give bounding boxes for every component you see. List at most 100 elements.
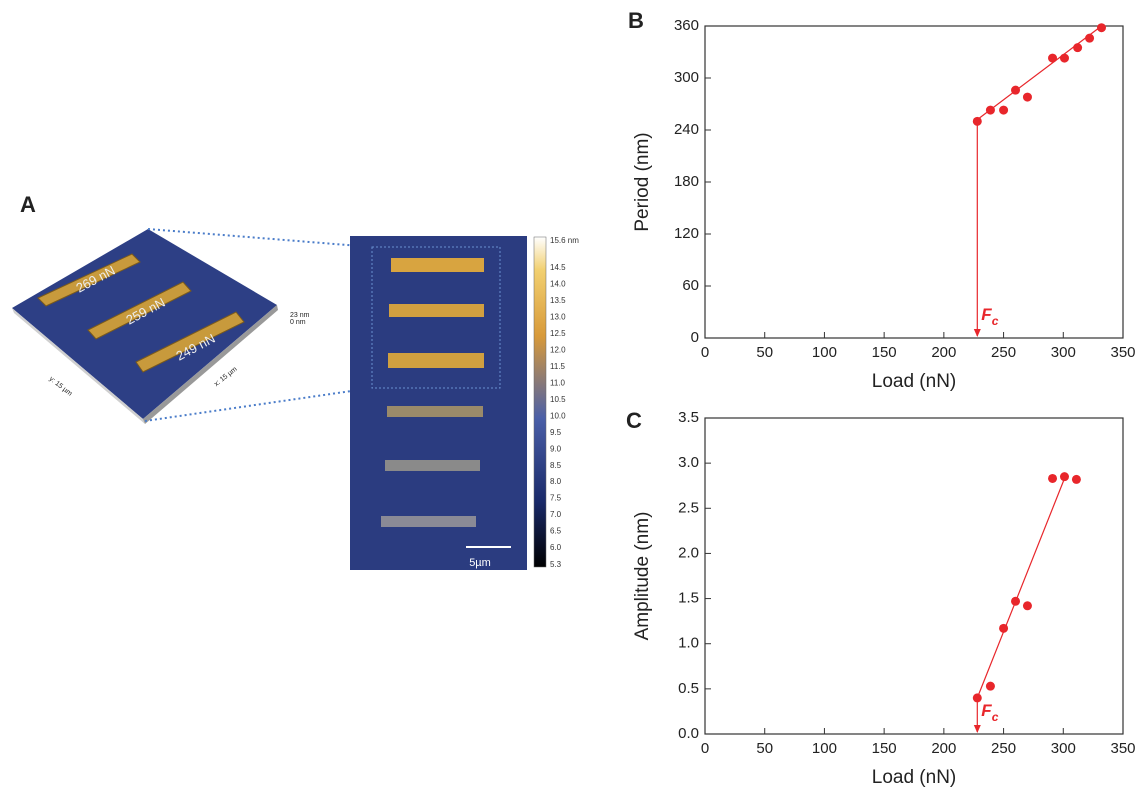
data-point bbox=[1011, 596, 1021, 606]
colorbar-label: 7.5 bbox=[550, 494, 562, 503]
data-point bbox=[1022, 601, 1032, 611]
chart: C 0 50 100 150 200 250 300 350 0.0 0.5 1.0 1.5 2.0 2.5… bbox=[626, 408, 1136, 788]
x-tick-label: 0 bbox=[701, 344, 709, 361]
colorbar-label: 7.0 bbox=[550, 510, 562, 519]
x-tick-label: 200 bbox=[931, 344, 956, 361]
annotation-sub: c bbox=[992, 314, 999, 328]
y-tick-label: 360 bbox=[674, 17, 699, 34]
x-tick-label: 100 bbox=[812, 740, 837, 757]
y-tick-label: 180 bbox=[674, 173, 699, 190]
colorbar-label: 13.0 bbox=[550, 313, 566, 322]
x-axis-label: Load (nN) bbox=[872, 371, 957, 392]
plot-frame bbox=[704, 25, 1124, 339]
panel-label: B bbox=[628, 8, 644, 33]
x-axis-label: Load (nN) bbox=[872, 767, 957, 788]
colorbar-label: 9.5 bbox=[550, 428, 562, 437]
annotation-main: F bbox=[981, 305, 992, 324]
x-tick-label: 200 bbox=[931, 740, 956, 757]
colorbar-label: 10.0 bbox=[550, 411, 566, 420]
x-tick-label: 50 bbox=[756, 740, 773, 757]
y-tick-label: 0 bbox=[691, 329, 699, 346]
afm-3d-edge bbox=[143, 305, 278, 424]
x-tick-label: 250 bbox=[991, 344, 1016, 361]
x-tick-label: 0 bbox=[701, 740, 709, 757]
chart: B 0 50 100 150 200 250 300 350 0 60 120 180 240 300 360… bbox=[628, 8, 1136, 392]
data-point bbox=[1022, 92, 1032, 102]
data-point bbox=[1085, 33, 1095, 43]
scale-bar-label: 5µm bbox=[469, 557, 491, 569]
afm-2d-image bbox=[350, 236, 527, 570]
y-tick-label: 1.0 bbox=[678, 635, 699, 652]
panel-label: A bbox=[20, 192, 36, 217]
annotation: Fc bbox=[981, 701, 998, 724]
fit-line bbox=[976, 478, 1066, 699]
colorbar-label: 11.0 bbox=[550, 378, 566, 387]
colorbar bbox=[533, 236, 547, 568]
data-point bbox=[1071, 474, 1081, 484]
y-extent-label: y: 15 µm bbox=[48, 376, 74, 398]
data-point bbox=[972, 693, 982, 703]
x-extent-label: x: 15 µm bbox=[213, 366, 239, 388]
colorbar-label: 10.5 bbox=[550, 395, 566, 404]
colorbar-label: 12.0 bbox=[550, 345, 566, 354]
colorbar-label: 5.3 bbox=[550, 560, 562, 569]
arrow-head bbox=[973, 329, 981, 337]
y-tick-label: 2.5 bbox=[678, 499, 699, 516]
zoom-line bbox=[147, 228, 373, 248]
colorbar-label: 8.5 bbox=[550, 461, 562, 470]
data-point bbox=[1048, 473, 1058, 483]
plot-frame bbox=[704, 417, 1124, 735]
afm-3d-edge bbox=[12, 308, 145, 424]
afm-3d-surface bbox=[12, 229, 277, 419]
colorbar-label: 14.0 bbox=[550, 280, 566, 289]
x-tick-label: 300 bbox=[1051, 344, 1076, 361]
colorbar-ticks: 15.6 nm 14.5 14.0 13.5 13.0 12.5 12.0 11.5 11.0 1… bbox=[550, 236, 579, 569]
data-point bbox=[1048, 53, 1058, 63]
afm-3d-stripes bbox=[37, 253, 245, 373]
x-tick-label: 350 bbox=[1110, 740, 1135, 757]
x-tick-label: 100 bbox=[812, 344, 837, 361]
y-axis-label: Period (nm) bbox=[632, 132, 653, 231]
zoom-box bbox=[371, 246, 501, 389]
panel-label: C bbox=[626, 408, 642, 433]
y-tick-label: 60 bbox=[682, 277, 699, 294]
colorbar-label: 8.0 bbox=[550, 477, 562, 486]
data-point bbox=[999, 105, 1009, 115]
x-tick-label: 150 bbox=[872, 740, 897, 757]
colorbar-label: 11.5 bbox=[550, 362, 566, 371]
fit-line bbox=[976, 25, 1102, 121]
colorbar-label: 9.0 bbox=[550, 444, 562, 453]
x-tick-label: 150 bbox=[872, 344, 897, 361]
y-tick-label: 0.5 bbox=[678, 680, 699, 697]
y-tick-label: 2.0 bbox=[678, 544, 699, 561]
data-point bbox=[1059, 53, 1069, 63]
x-tick-label: 300 bbox=[1051, 740, 1076, 757]
z-max-label: 23 nm bbox=[290, 312, 310, 319]
data-point bbox=[1011, 85, 1021, 95]
z-min-label: 0 nm bbox=[290, 319, 306, 326]
zoom-line bbox=[144, 387, 373, 422]
colorbar-label: 6.5 bbox=[550, 527, 562, 536]
y-axis-label: Amplitude (nm) bbox=[632, 512, 653, 641]
annotation: Fc bbox=[981, 305, 998, 328]
y-tick-label: 3.0 bbox=[678, 454, 699, 471]
afm-2d-stripes bbox=[381, 258, 484, 527]
y-tick-label: 1.5 bbox=[678, 590, 699, 607]
x-tick-label: 350 bbox=[1110, 344, 1135, 361]
annotation-sub: c bbox=[992, 710, 999, 724]
data-point bbox=[1097, 23, 1107, 33]
annotation-main: F bbox=[981, 701, 992, 720]
y-tick-label: 240 bbox=[674, 121, 699, 138]
y-tick-label: 120 bbox=[674, 225, 699, 242]
data-point bbox=[972, 116, 982, 126]
y-tick-label: 300 bbox=[674, 69, 699, 86]
data-point bbox=[985, 681, 995, 691]
data-point bbox=[1059, 472, 1069, 482]
y-tick-label: 3.5 bbox=[678, 409, 699, 426]
colorbar-label: 14.5 bbox=[550, 263, 566, 272]
arrow-head bbox=[973, 725, 981, 733]
colorbar-label: 15.6 nm bbox=[550, 236, 579, 245]
colorbar-label: 12.5 bbox=[550, 329, 566, 338]
colorbar-label: 13.5 bbox=[550, 296, 566, 305]
